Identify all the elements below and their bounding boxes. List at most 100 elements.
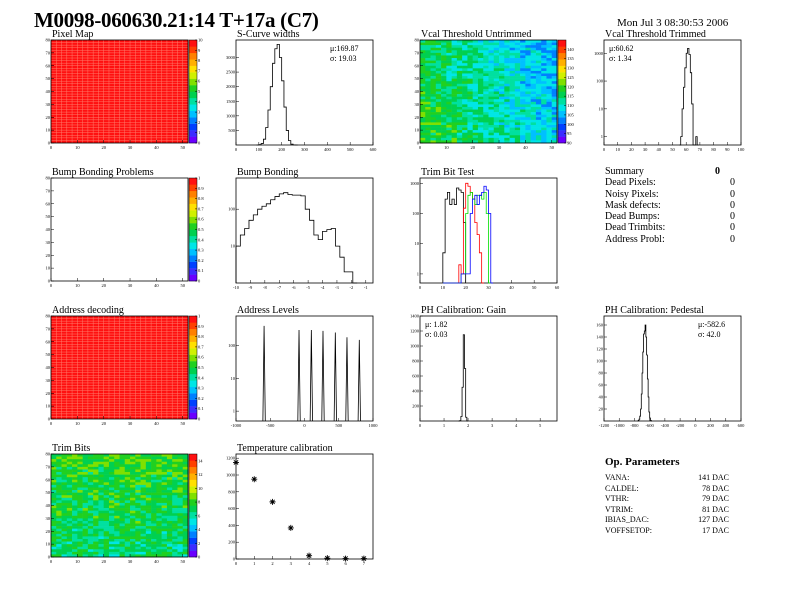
heatmap-cell xyxy=(435,99,442,103)
heatmap-cell xyxy=(56,495,62,499)
heatmap-cell xyxy=(114,479,120,483)
heatmap-cell xyxy=(145,472,152,475)
heatmap-cell xyxy=(525,83,531,87)
heatmap-cell xyxy=(156,464,162,468)
heatmap-cell xyxy=(499,65,505,69)
heatmap-cell xyxy=(103,459,110,463)
panel-title: S-Curve widths xyxy=(237,29,300,40)
heatmap-cell xyxy=(446,88,452,92)
heatmap-cell xyxy=(166,466,173,470)
y-tick-label: 40 xyxy=(46,365,51,370)
colorbar-tick-label: 140 xyxy=(567,47,575,52)
heatmap-cell xyxy=(61,487,68,491)
heatmap-cell xyxy=(161,536,168,540)
x-tick-label: 20 xyxy=(101,421,106,426)
heatmap-cell xyxy=(135,466,141,470)
heatmap-cell xyxy=(103,526,110,529)
heatmap-cell xyxy=(488,52,495,56)
heatmap-cell xyxy=(124,518,131,522)
heatmap-cell xyxy=(462,47,468,51)
y-tick-label: 0 xyxy=(48,141,51,146)
heatmap-cell xyxy=(493,68,500,72)
heatmap-cell xyxy=(435,86,442,90)
heatmap-cell xyxy=(108,526,115,529)
heatmap-cell xyxy=(472,91,479,95)
heatmap-cell xyxy=(124,482,131,486)
summary-label: Address Probl: xyxy=(605,233,665,245)
summary-row: Dead Trimbits: 0 xyxy=(605,222,735,233)
heatmap-cell xyxy=(98,456,104,460)
heatmap-cell xyxy=(467,50,473,54)
heatmap-cell xyxy=(525,99,531,103)
heatmap-cell xyxy=(182,469,189,473)
heatmap-cell xyxy=(135,461,141,465)
heatmap-cell xyxy=(535,76,542,79)
heatmap-cell xyxy=(509,52,516,56)
colorbar-band xyxy=(189,386,197,394)
heatmap-cell xyxy=(541,55,547,59)
heatmap-cell xyxy=(93,536,99,540)
heatmap-cell xyxy=(103,505,110,509)
y-tick-label: 80 xyxy=(46,38,51,43)
heatmap-cell xyxy=(425,42,431,46)
heatmap-cell xyxy=(166,500,173,504)
colorbar-band xyxy=(189,110,197,118)
x-tick-label: -800 xyxy=(630,423,639,428)
y-tick-label: 1000 xyxy=(410,181,420,186)
heatmap-cell xyxy=(119,510,126,514)
colorbar-band xyxy=(558,78,566,86)
heatmap-cell xyxy=(446,65,452,69)
heatmap-cell xyxy=(420,52,426,56)
heatmap-cell xyxy=(108,497,115,501)
heatmap-cell xyxy=(161,487,168,491)
heatmap-cell xyxy=(530,63,537,67)
heatmap-cell xyxy=(66,513,73,517)
heatmap-cell xyxy=(172,531,178,535)
heatmap-cell xyxy=(140,551,147,555)
heatmap-cell xyxy=(446,109,452,113)
heatmap-cell xyxy=(504,114,510,118)
heatmap-cell xyxy=(499,45,505,49)
heatmap-cell xyxy=(456,114,463,118)
heatmap-cell xyxy=(499,40,505,43)
colorbar-band xyxy=(189,203,197,211)
heatmap-cell xyxy=(172,495,178,499)
heatmap-cell xyxy=(93,469,99,473)
heatmap-cell xyxy=(156,549,162,553)
heatmap-cell xyxy=(51,479,57,483)
heatmap-cell xyxy=(172,484,178,488)
heatmap-cell xyxy=(477,73,484,77)
heatmap-cell xyxy=(546,140,553,144)
y-tick-label: 50 xyxy=(46,214,51,219)
heatmap-cell xyxy=(172,549,178,553)
colorbar-band xyxy=(189,479,197,487)
heatmap-cell xyxy=(114,528,120,532)
heatmap-cell xyxy=(535,52,542,56)
heatmap-cell xyxy=(420,42,426,46)
heatmap-cell xyxy=(435,114,442,118)
heatmap-cell xyxy=(87,464,94,468)
heatmap-cell xyxy=(541,73,547,77)
heatmap-cell xyxy=(161,508,168,511)
summary-row: Mask defects: 0 xyxy=(605,200,735,211)
x-tick-label: -1000 xyxy=(231,423,242,428)
y-tick-label: 0 xyxy=(48,417,51,422)
heatmap-cell xyxy=(425,83,431,87)
heatmap-cell xyxy=(124,523,131,527)
x-tick-label: 60 xyxy=(684,147,689,152)
heatmap-cell xyxy=(525,60,531,64)
colorbar-tick-label: 1 xyxy=(198,176,200,181)
heatmap-cell xyxy=(535,127,542,131)
heatmap-cell xyxy=(161,544,168,548)
x-tick-label: 40 xyxy=(154,559,159,564)
heatmap-cell xyxy=(520,94,526,97)
heatmap-cell xyxy=(87,549,94,553)
colorbar-tick-label: 0.3 xyxy=(198,248,204,253)
heatmap-cell xyxy=(530,78,537,82)
y-tick-label: 0 xyxy=(48,555,51,560)
heatmap-cell xyxy=(166,459,173,463)
panel-title: Trim Bit Test xyxy=(421,167,474,178)
colorbar-band xyxy=(189,505,197,513)
heatmap-cell xyxy=(467,124,473,128)
heatmap-cell xyxy=(456,63,463,67)
